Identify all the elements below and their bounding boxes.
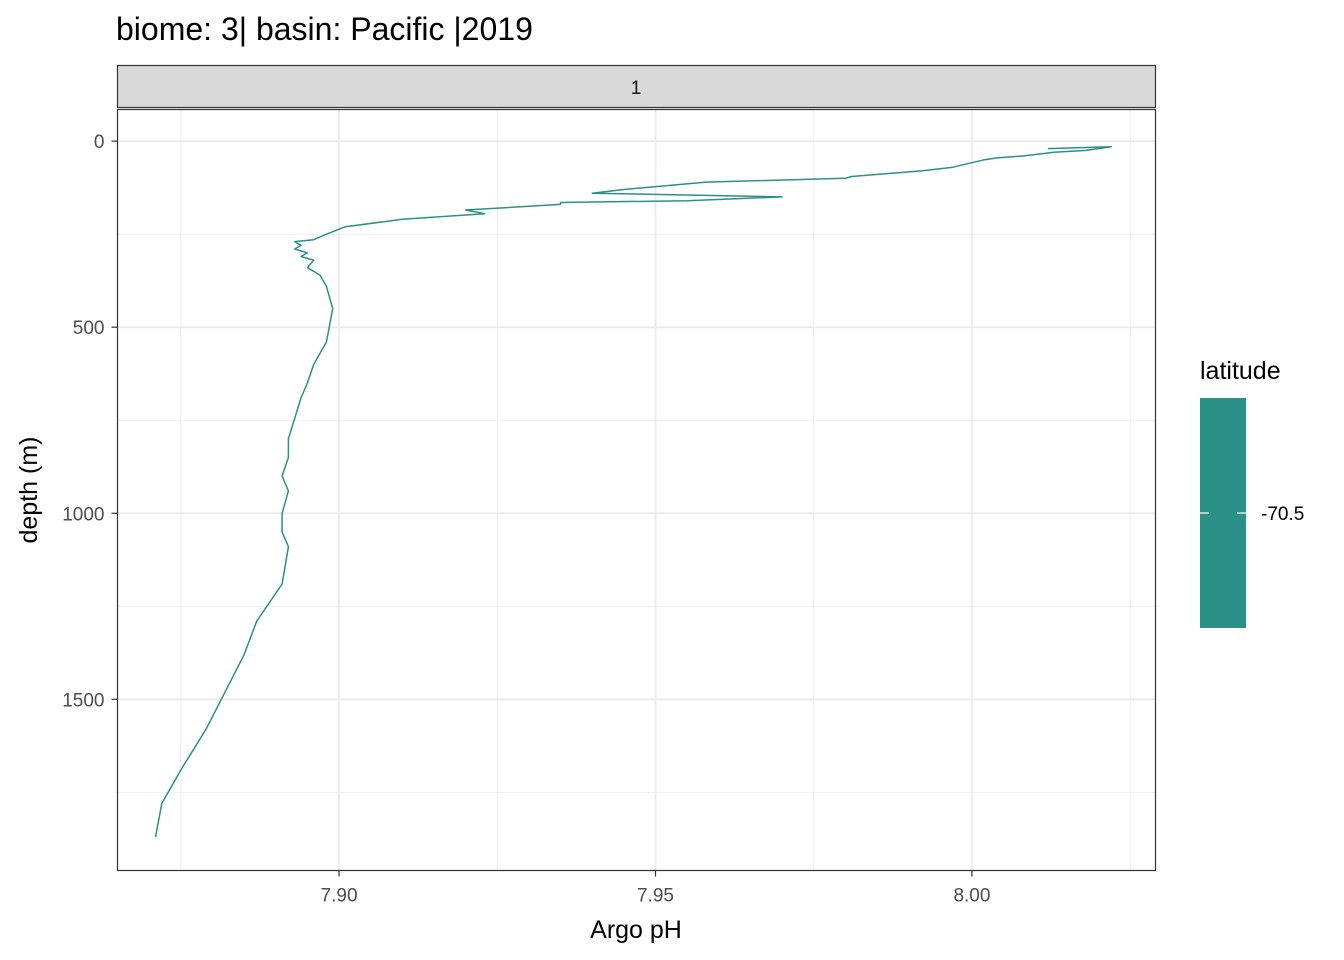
legend-label: -70.5 [1261, 504, 1304, 525]
minor-gridlines [117, 109, 1156, 871]
x-axis-title: Argo pH [590, 916, 682, 944]
y-axis-ticks: 0 500 1000 1500 [62, 132, 118, 711]
y-tick-label: 1500 [62, 690, 104, 711]
plot-panel [117, 109, 1156, 871]
major-gridlines [117, 109, 1156, 871]
facet-strip-label: 1 [631, 78, 642, 99]
y-tick-label: 1000 [62, 504, 104, 525]
facet-strip [116, 64, 1157, 109]
y-axis-title: depth (m) [15, 437, 43, 544]
x-axis-ticks: 7.90 7.95 8.00 [321, 870, 990, 907]
series-line [154, 145, 1112, 838]
panel-border [116, 108, 1157, 872]
y-tick-label: 500 [73, 318, 105, 339]
x-tick-label: 7.95 [637, 886, 674, 907]
x-tick-label: 8.00 [953, 886, 990, 907]
legend-title: latitude [1200, 357, 1281, 385]
y-tick-label: 0 [94, 132, 105, 153]
series-layer [154, 145, 1112, 838]
legend: latitude -70.5 [1200, 357, 1304, 628]
chart-title: biome: 3| basin: Pacific |2019 [116, 11, 533, 47]
x-tick-label: 7.90 [321, 886, 358, 907]
